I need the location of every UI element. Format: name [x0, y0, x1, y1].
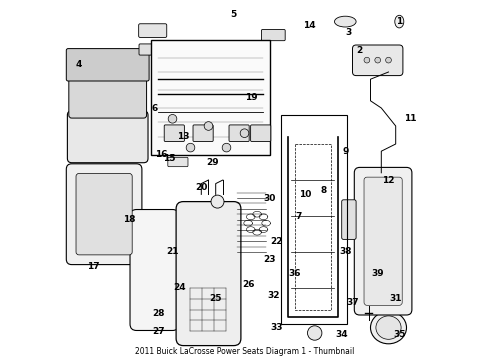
Text: 28: 28 — [152, 309, 164, 318]
Text: 26: 26 — [242, 280, 254, 289]
Text: 2011 Buick LaCrosse Power Seats Diagram 1 - Thumbnail: 2011 Buick LaCrosse Power Seats Diagram … — [135, 347, 353, 356]
Text: 16: 16 — [155, 150, 167, 159]
Text: 5: 5 — [230, 10, 236, 19]
Text: 9: 9 — [342, 147, 348, 156]
Circle shape — [222, 143, 230, 152]
Text: 14: 14 — [303, 21, 315, 30]
FancyBboxPatch shape — [176, 202, 241, 346]
Text: 38: 38 — [338, 248, 351, 256]
Bar — [280, 115, 346, 324]
Circle shape — [211, 195, 224, 208]
Ellipse shape — [394, 15, 403, 28]
Bar — [151, 40, 269, 155]
Text: 22: 22 — [270, 237, 283, 246]
Text: 18: 18 — [123, 215, 135, 224]
Text: 3: 3 — [345, 28, 351, 37]
FancyBboxPatch shape — [167, 157, 187, 167]
Circle shape — [168, 114, 177, 123]
FancyBboxPatch shape — [164, 125, 184, 141]
FancyBboxPatch shape — [139, 24, 166, 37]
FancyBboxPatch shape — [261, 30, 285, 41]
Ellipse shape — [334, 16, 355, 27]
FancyBboxPatch shape — [130, 210, 179, 330]
Circle shape — [374, 57, 380, 63]
Text: 12: 12 — [382, 176, 394, 185]
Text: 36: 36 — [288, 269, 301, 278]
Text: 30: 30 — [263, 194, 275, 202]
FancyBboxPatch shape — [341, 200, 355, 239]
Circle shape — [204, 122, 212, 130]
FancyBboxPatch shape — [66, 164, 142, 265]
FancyBboxPatch shape — [352, 45, 402, 76]
Text: 33: 33 — [270, 323, 283, 332]
FancyBboxPatch shape — [228, 125, 249, 141]
Text: 27: 27 — [151, 327, 164, 336]
Text: 15: 15 — [163, 154, 175, 163]
FancyBboxPatch shape — [250, 125, 270, 141]
Text: 24: 24 — [173, 284, 185, 293]
Text: 10: 10 — [299, 190, 311, 199]
Text: 39: 39 — [370, 269, 383, 278]
Text: 21: 21 — [166, 248, 179, 256]
Ellipse shape — [370, 311, 406, 344]
Circle shape — [240, 129, 248, 138]
Circle shape — [385, 57, 390, 63]
Text: 8: 8 — [320, 186, 326, 195]
Text: 1: 1 — [395, 17, 402, 26]
FancyBboxPatch shape — [354, 167, 411, 315]
FancyBboxPatch shape — [69, 76, 146, 118]
Text: 11: 11 — [403, 114, 415, 123]
Text: 23: 23 — [263, 255, 275, 264]
Text: 19: 19 — [245, 93, 258, 102]
Text: 7: 7 — [295, 212, 301, 220]
FancyBboxPatch shape — [76, 174, 132, 255]
Text: 13: 13 — [177, 132, 189, 141]
Text: 35: 35 — [392, 330, 405, 339]
Circle shape — [186, 143, 194, 152]
FancyBboxPatch shape — [363, 177, 401, 305]
Text: 31: 31 — [388, 294, 401, 303]
Text: 20: 20 — [195, 183, 207, 192]
Text: 29: 29 — [205, 158, 218, 166]
Circle shape — [307, 326, 321, 340]
FancyBboxPatch shape — [139, 44, 159, 55]
Text: 4: 4 — [76, 60, 82, 69]
Circle shape — [363, 57, 369, 63]
Text: 17: 17 — [87, 262, 100, 271]
Text: 34: 34 — [335, 330, 347, 339]
Ellipse shape — [375, 316, 400, 339]
Text: 32: 32 — [266, 291, 279, 300]
Text: 25: 25 — [209, 294, 222, 303]
FancyBboxPatch shape — [193, 125, 213, 141]
Text: 2: 2 — [356, 46, 362, 55]
FancyBboxPatch shape — [67, 111, 148, 163]
FancyBboxPatch shape — [66, 49, 149, 81]
Text: 37: 37 — [346, 298, 358, 307]
Text: 6: 6 — [151, 104, 157, 113]
